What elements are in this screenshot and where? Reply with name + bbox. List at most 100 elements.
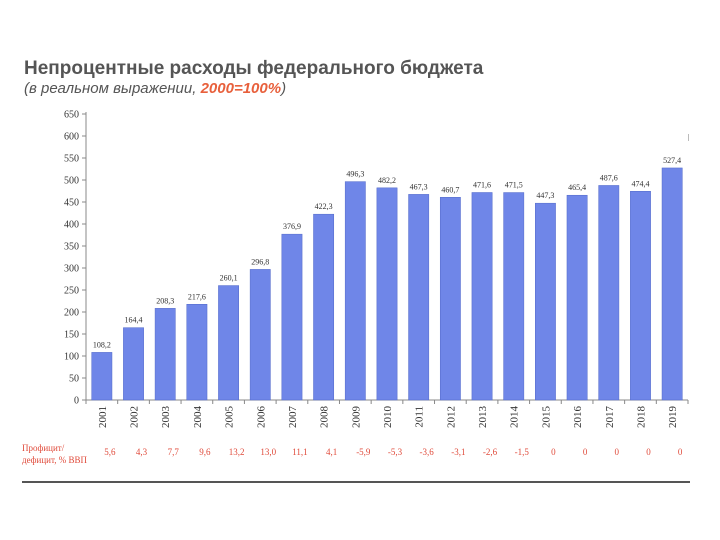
bar-value-label: 467,3: [410, 182, 428, 191]
x-tick-label: 2003: [160, 406, 172, 429]
y-tick-label: 650: [64, 110, 79, 121]
bar-value-label: 447,3: [536, 191, 554, 200]
subtitle-highlight: 2000=100%: [200, 80, 282, 97]
deficit-value: 0: [677, 447, 683, 457]
deficit-value: 5,6: [104, 447, 116, 457]
deficit-value: 11,1: [292, 447, 308, 457]
subtitle-suffix: ): [281, 80, 287, 97]
y-tick-label: 0: [74, 396, 79, 407]
deficit-row-values: 5,6 4,3 7,7 9,6 13,2 13,0 11,1 4,1 -5,9 -5,3 -3,6 -…: [0, 447, 720, 459]
bar-value-label: 296,8: [251, 257, 269, 266]
x-tick-label: 2016: [572, 406, 584, 429]
bar: [344, 181, 366, 401]
y-tick-label: 600: [64, 132, 79, 143]
deficit-value: -3,6: [419, 447, 434, 457]
bar: [218, 285, 239, 401]
deficit-value: 13,2: [228, 447, 245, 457]
bar-value-label: 496,3: [346, 170, 364, 179]
bar: [154, 308, 176, 401]
x-tick-label: 2005: [224, 406, 236, 429]
x-tick-label: 2009: [350, 406, 362, 429]
x-tick-label: 2018: [635, 406, 647, 429]
bar-value-label: 487,6: [600, 173, 618, 182]
bar-value-label: 471,5: [505, 181, 523, 190]
bar-value-label: 376,9: [283, 222, 301, 231]
x-tick-label: 2012: [445, 406, 457, 428]
deficit-value: -1,5: [514, 447, 529, 457]
x-tick-label: 2002: [129, 406, 141, 428]
x-tick-label: 2011: [414, 406, 426, 428]
bar: [471, 192, 493, 401]
x-tick-label: 2004: [192, 406, 204, 429]
bar: [598, 185, 620, 401]
bar-value-label: 465,4: [568, 183, 586, 192]
bar-value-label: 482,2: [378, 176, 396, 185]
x-tick-label: 2017: [604, 406, 616, 429]
deficit-value: -3,1: [451, 447, 466, 457]
bar: [535, 202, 556, 401]
x-tick-label: 2006: [255, 406, 267, 429]
x-tick-label: 2001: [97, 406, 109, 428]
deficit-value: -5,3: [387, 447, 403, 457]
deficit-value: 13,0: [260, 447, 277, 457]
y-tick-label: 300: [64, 264, 79, 275]
bar-value-label: 217,6: [188, 292, 206, 301]
deficit-value: 0: [582, 447, 588, 457]
bar: [123, 327, 144, 401]
deficit-value: 7,7: [167, 447, 179, 457]
bar-value-label: 260,1: [220, 274, 238, 283]
y-tick-label: 150: [64, 330, 79, 341]
x-tick-label: 2015: [540, 406, 552, 429]
deficit-value: -2,6: [482, 447, 498, 457]
y-tick-label: 550: [64, 154, 79, 165]
bar: [249, 269, 271, 401]
bar-value-label: 164,4: [125, 316, 143, 325]
y-tick-label: 250: [64, 286, 79, 297]
y-tick-label: 200: [64, 308, 79, 319]
x-tick-label: 2008: [319, 406, 331, 429]
bar: [408, 194, 430, 401]
x-tick-label: 2007: [287, 406, 299, 429]
deficit-value: 0: [614, 447, 620, 457]
y-tick-label: 450: [64, 198, 79, 209]
bar: [630, 191, 651, 401]
page-title: Непроцентные расходы федерального бюджет…: [24, 58, 484, 79]
x-tick-label: 2014: [509, 406, 521, 429]
y-tick-label: 100: [64, 352, 79, 363]
x-tick-label: 2019: [667, 406, 679, 429]
x-tick-label: 2013: [477, 406, 489, 429]
y-tick-label: 350: [64, 242, 79, 253]
subtitle-prefix: (в реальном выражении,: [24, 80, 201, 97]
bar: [313, 213, 335, 401]
deficit-row-label: Профицит/ дефицит, % ВВП: [22, 443, 87, 465]
bar: [503, 192, 525, 401]
bar: [661, 167, 683, 401]
x-tick-label: 2010: [382, 406, 394, 429]
bar: [91, 352, 113, 401]
bar-value-label: 527,4: [663, 156, 681, 165]
y-tick-label: 50: [69, 374, 79, 385]
bar: [439, 197, 461, 401]
side-tick-mark: [688, 134, 689, 141]
deficit-value: 9,6: [199, 447, 211, 457]
bar-value-label: 471,6: [473, 180, 491, 189]
page-subtitle: (в реальном выражении, 2000=100%): [24, 80, 286, 97]
bar-value-label: 108,2: [93, 340, 111, 349]
deficit-value: 0: [551, 447, 556, 457]
bar: [186, 304, 208, 401]
bar: [566, 194, 588, 401]
bar-value-label: 460,7: [441, 185, 459, 194]
bar-value-label: 208,3: [156, 296, 174, 305]
deficit-value: 4,1: [326, 447, 338, 457]
bottom-divider: [22, 481, 690, 483]
y-tick-label: 500: [64, 176, 79, 187]
bar-value-label: 422,3: [315, 202, 333, 211]
deficit-value: -5,9: [356, 447, 371, 457]
y-tick-label: 400: [64, 220, 79, 231]
deficit-value: 0: [646, 447, 651, 457]
deficit-value: 4,3: [135, 447, 148, 457]
bar: [281, 233, 303, 401]
bar-chart: 0 50 100 150 200 250 300 350 400 450 500 550 600 650 1…: [64, 110, 689, 429]
bar: [376, 187, 398, 401]
bar-value-label: 474,4: [631, 179, 649, 188]
